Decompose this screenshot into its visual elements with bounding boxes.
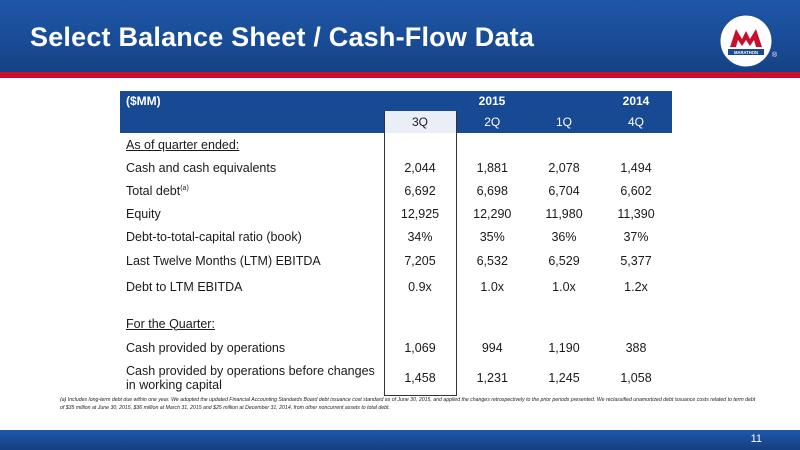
- cell-value: 1,058: [620, 371, 652, 386]
- marathon-logo-icon: MARATHON: [718, 13, 774, 69]
- cell-value: 1.0x: [552, 280, 576, 294]
- year-2014-header: 2014: [600, 91, 672, 111]
- cell-value: 994: [481, 341, 503, 355]
- row-label: Cash and cash equivalents: [126, 160, 277, 175]
- cell-value: 1,458: [383, 361, 457, 396]
- cell-value: 6,602: [620, 183, 652, 198]
- cell-value: 37%: [623, 229, 649, 244]
- cell-value: 1,494: [620, 160, 652, 175]
- slide-title: Select Balance Sheet / Cash-Flow Data: [30, 22, 535, 52]
- cell-value: 388: [625, 341, 647, 355]
- cell-value: 34%: [383, 225, 457, 248]
- table-row: Equity 12,925 12,290 11,980 11,390: [120, 202, 672, 225]
- row-label-text: Total debt: [126, 183, 181, 198]
- cell-value: 6,529: [548, 254, 580, 268]
- row-label: Cash provided by operations before chang…: [126, 364, 375, 393]
- logo-text: MARATHON: [734, 50, 758, 55]
- section-heading-row: For the Quarter:: [120, 312, 672, 335]
- quarter-header: 4Q: [600, 111, 672, 133]
- cell-value: 1.2x: [624, 280, 648, 294]
- cell-value: 2,044: [383, 156, 457, 179]
- quarter-header: 1Q: [528, 111, 600, 133]
- footnote: (a) Includes long-term debt due within o…: [60, 397, 756, 411]
- table-row: Debt-to-total-capital ratio (book) 34% 3…: [120, 225, 672, 248]
- cell-value: 1,245: [548, 371, 580, 386]
- row-label: Debt to LTM EBITDA: [126, 280, 243, 294]
- table-row: Cash and cash equivalents 2,044 1,881 2,…: [120, 156, 672, 179]
- cell-value: 35%: [479, 229, 505, 244]
- header-band: Select Balance Sheet / Cash-Flow Data MA…: [0, 0, 800, 78]
- spacer-row: [120, 300, 672, 312]
- cell-value: 1,231: [476, 371, 508, 386]
- cell-value: 6,698: [476, 183, 508, 198]
- cell-value: 1,069: [383, 335, 457, 361]
- registered-mark: ®: [772, 52, 778, 59]
- table-header-quarters: 3Q 2Q 1Q 4Q: [120, 111, 672, 133]
- cell-value: 6,692: [383, 179, 457, 202]
- row-label: Equity: [126, 206, 161, 221]
- cell-value: 7,205: [383, 248, 457, 274]
- page-number: 11: [750, 433, 762, 445]
- table-row: Last Twelve Months (LTM) EBITDA 7,205 6,…: [120, 248, 672, 274]
- cell-value: 1,190: [548, 341, 580, 355]
- row-label: Total debt(a): [120, 179, 384, 202]
- quarter-header: 3Q: [383, 111, 457, 133]
- cell-value: 1,881: [476, 160, 508, 175]
- year-2015-header: 2015: [456, 91, 528, 111]
- footnote-marker: (a): [180, 184, 189, 192]
- balance-sheet-table: ($MM) 2015 2014 3Q 2Q 1Q 4Q As of quarte…: [120, 91, 673, 396]
- quarter-header: 2Q: [456, 111, 528, 133]
- table-row: Cash provided by operations before chang…: [120, 361, 672, 396]
- section-heading: For the Quarter:: [126, 316, 215, 331]
- table-header-years: ($MM) 2015 2014: [120, 91, 672, 111]
- cell-value: 6,532: [476, 254, 508, 268]
- row-label: Debt-to-total-capital ratio (book): [126, 229, 302, 244]
- cell-value: 12,290: [473, 206, 512, 221]
- row-label: Last Twelve Months (LTM) EBITDA: [126, 254, 321, 268]
- cell-value: 2,078: [548, 160, 580, 175]
- table-row: Cash provided by operations 1,069 994 1,…: [120, 335, 672, 361]
- cell-value: 6,704: [548, 183, 580, 198]
- header-red-rule: [0, 72, 800, 78]
- cell-value: 0.9x: [383, 274, 457, 300]
- table-row: Debt to LTM EBITDA 0.9x 1.0x 1.0x 1.2x: [120, 274, 672, 300]
- section-heading: As of quarter ended:: [126, 137, 240, 152]
- table-row: Total debt(a) 6,692 6,698 6,704 6,602: [120, 179, 672, 202]
- cell-value: 11,980: [545, 206, 583, 221]
- cell-value: 5,377: [620, 254, 652, 268]
- row-label: Cash provided by operations: [126, 341, 286, 355]
- unit-label: ($MM): [120, 91, 384, 111]
- cell-value: 36%: [551, 229, 577, 244]
- footer-band: 11: [0, 430, 800, 450]
- cell-value: 11,390: [617, 206, 655, 221]
- cell-value: 1.0x: [480, 280, 505, 294]
- section-heading-row: As of quarter ended:: [120, 133, 672, 156]
- cell-value: 12,925: [383, 202, 457, 225]
